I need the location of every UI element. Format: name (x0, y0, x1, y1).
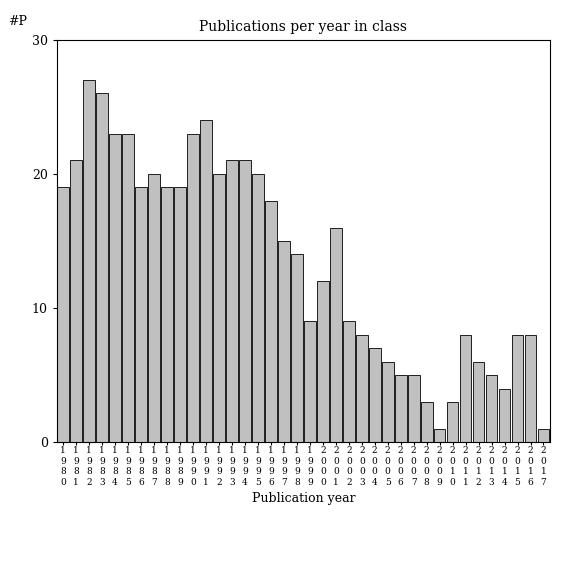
Bar (421, 402, 433, 442)
Bar (330, 227, 342, 442)
Bar (187, 134, 199, 442)
Bar (395, 375, 407, 442)
Title: Publications per year in class: Publications per year in class (200, 20, 407, 35)
Bar (524, 335, 536, 442)
Bar (447, 402, 459, 442)
Bar (200, 120, 212, 442)
Bar (96, 94, 108, 442)
Bar (226, 160, 238, 442)
Bar (161, 187, 173, 442)
Bar (109, 134, 121, 442)
Bar (83, 80, 95, 442)
Bar (356, 335, 367, 442)
Bar (343, 321, 354, 442)
Bar (317, 281, 329, 442)
Bar (70, 160, 82, 442)
Bar (265, 201, 277, 442)
Bar (57, 187, 69, 442)
Bar (538, 429, 549, 442)
Bar (148, 174, 160, 442)
Bar (136, 187, 147, 442)
Bar (213, 174, 225, 442)
Bar (434, 429, 446, 442)
X-axis label: Publication year: Publication year (252, 492, 355, 505)
Bar (408, 375, 420, 442)
Bar (460, 335, 471, 442)
Bar (122, 134, 134, 442)
Bar (511, 335, 523, 442)
Bar (278, 241, 290, 442)
Bar (174, 187, 186, 442)
Bar (486, 375, 497, 442)
Bar (473, 362, 484, 442)
Bar (291, 255, 303, 442)
Bar (252, 174, 264, 442)
Bar (382, 362, 393, 442)
Bar (499, 388, 510, 442)
Bar (369, 348, 380, 442)
Text: #P: #P (8, 15, 27, 28)
Bar (239, 160, 251, 442)
Bar (304, 321, 316, 442)
